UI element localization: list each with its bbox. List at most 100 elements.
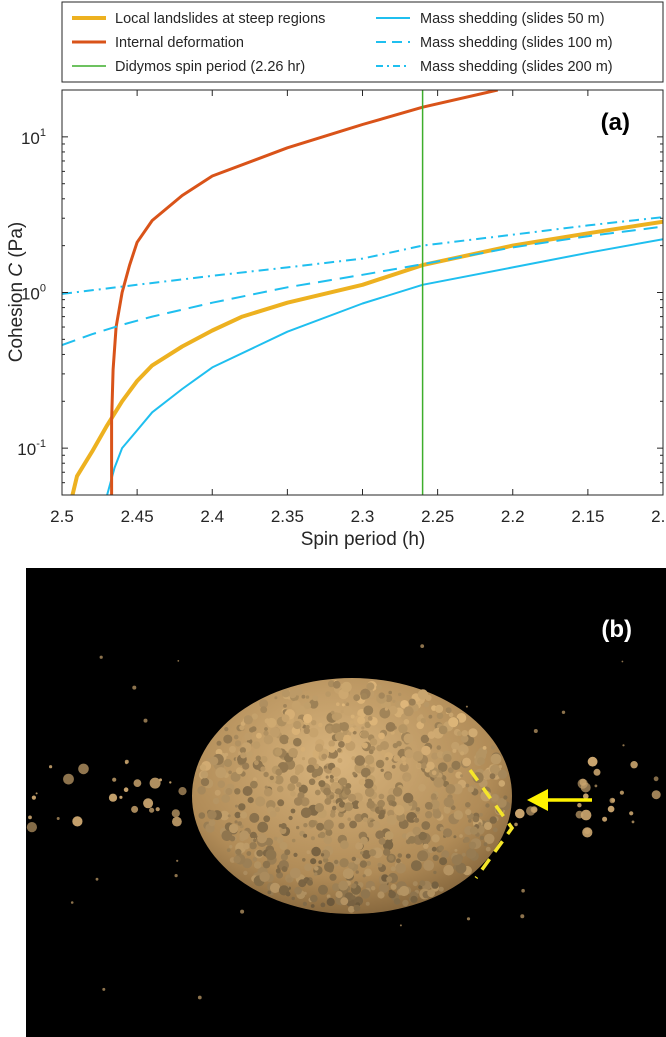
body-grain — [461, 852, 466, 857]
body-grain — [371, 820, 381, 830]
y-axis-label: Cohesion C (Pa) — [6, 222, 27, 362]
debris-particle — [533, 729, 538, 733]
body-grain — [364, 754, 375, 765]
body-grain — [453, 835, 457, 839]
debris-particle — [125, 761, 128, 765]
body-grain — [398, 724, 408, 734]
body-grain — [366, 860, 372, 866]
body-grain — [408, 698, 416, 706]
body-grain — [234, 740, 242, 747]
body-grain — [398, 819, 409, 830]
body-grain — [237, 821, 242, 826]
series-line-1 — [70, 219, 663, 495]
body-grain — [421, 821, 431, 830]
body-grain — [303, 701, 312, 710]
body-grain — [489, 773, 496, 780]
body-grain — [240, 752, 247, 759]
body-grain — [266, 800, 276, 810]
debris-particle — [178, 787, 187, 796]
body-grain — [396, 858, 401, 864]
body-grain — [324, 861, 335, 873]
y-axis: 10-1 100 101 — [17, 89, 663, 496]
body-grain — [376, 684, 382, 691]
body-grain — [380, 768, 384, 772]
body-grain — [368, 749, 374, 755]
body-grain — [448, 717, 459, 728]
body-grain — [479, 835, 485, 840]
body-grain — [304, 863, 312, 872]
body-grain — [310, 894, 318, 903]
body-grain — [352, 730, 357, 735]
body-grain — [365, 901, 370, 906]
debris-particle — [28, 815, 32, 820]
body-grain — [443, 807, 451, 814]
body-grain — [215, 767, 227, 779]
x-tick-label: 2.4 — [200, 507, 224, 526]
body-grain — [403, 706, 414, 717]
body-grain — [398, 692, 402, 697]
body-grain — [479, 812, 483, 817]
body-grain — [489, 816, 497, 824]
body-grain — [431, 793, 437, 799]
body-grain — [390, 883, 397, 890]
body-grain — [276, 785, 284, 793]
body-grain — [392, 699, 396, 703]
body-grain — [289, 775, 299, 784]
body-grain — [400, 700, 409, 709]
body-grain — [280, 853, 288, 861]
debris-particle — [131, 805, 139, 813]
body-grain — [230, 771, 241, 782]
body-grain — [253, 838, 257, 843]
body-grain — [214, 789, 221, 796]
body-grain — [257, 833, 267, 844]
body-grain — [388, 705, 398, 715]
body-grain — [484, 822, 492, 830]
body-grain — [452, 748, 457, 753]
body-grain — [391, 801, 397, 807]
body-grain — [361, 742, 368, 749]
debris-particle — [108, 793, 118, 802]
body-grain — [366, 682, 375, 691]
body-grain — [354, 813, 363, 823]
body-grain — [319, 831, 326, 839]
body-grain — [337, 758, 343, 763]
body-grain — [384, 694, 393, 703]
body-grain — [286, 877, 292, 883]
x-axis-label: Spin period (h) — [301, 529, 426, 550]
body-grain — [288, 815, 293, 821]
body-grain — [360, 889, 371, 899]
body-grain — [224, 727, 229, 732]
body-grain — [256, 732, 262, 739]
body-grain — [469, 826, 479, 835]
body-grain — [318, 722, 323, 728]
body-grain — [404, 749, 414, 759]
body-grain — [281, 866, 288, 872]
body-grain — [284, 849, 291, 856]
debris-particle — [172, 816, 182, 827]
body-grain — [498, 764, 502, 769]
body-grain — [343, 706, 353, 716]
body-grain — [485, 846, 491, 852]
body-grain — [338, 741, 345, 748]
body-grain — [360, 836, 368, 845]
body-grain — [460, 751, 465, 756]
body-grain — [337, 748, 342, 753]
body-grain — [331, 767, 341, 777]
body-grain — [392, 787, 403, 797]
body-grain — [329, 794, 334, 800]
body-grain — [288, 747, 298, 758]
debris-particle — [123, 787, 129, 792]
debris-particle — [240, 909, 245, 914]
body-grain — [243, 715, 253, 725]
body-grain — [395, 863, 407, 874]
body-grain — [252, 857, 258, 862]
body-grain — [379, 883, 389, 894]
body-grain — [384, 707, 388, 711]
body-grain — [209, 756, 219, 766]
body-grain — [362, 817, 368, 822]
body-grain — [238, 803, 246, 811]
body-grain — [485, 803, 490, 808]
body-grain — [436, 745, 442, 750]
body-grain — [279, 827, 287, 835]
body-grain — [323, 857, 329, 863]
